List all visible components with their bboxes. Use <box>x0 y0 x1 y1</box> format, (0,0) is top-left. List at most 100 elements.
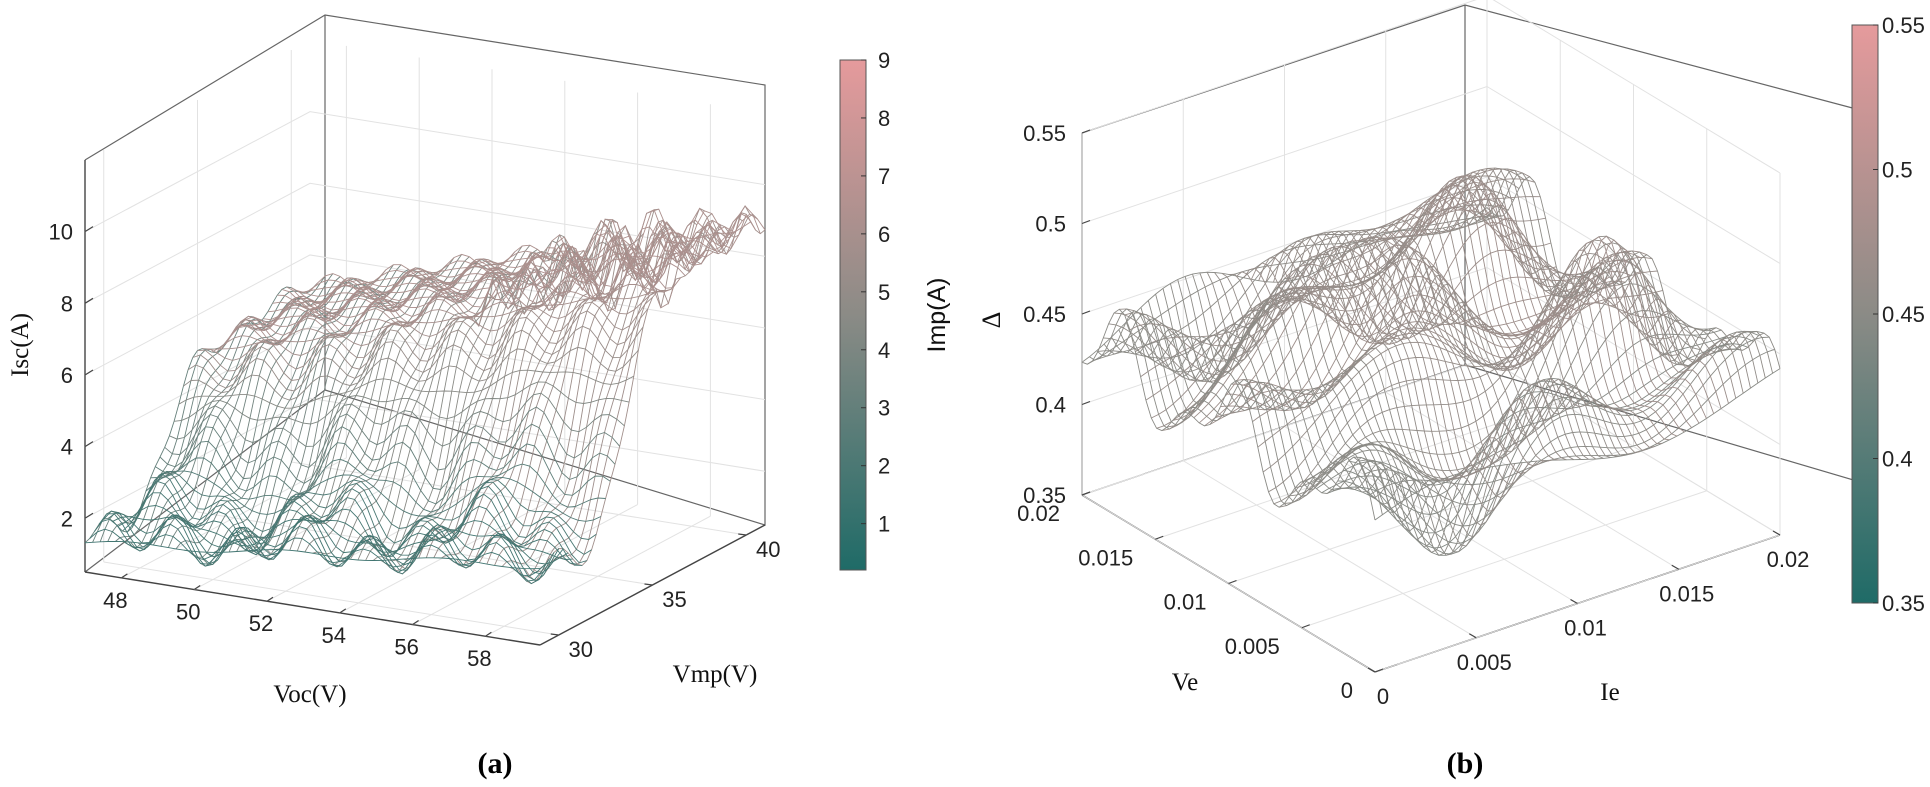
panel-b-xtick <box>1301 624 1310 629</box>
panel-a-ytick-label: 30 <box>569 637 593 662</box>
panel-a-surface-line <box>183 346 639 401</box>
panel-a-cb-tick-label: 2 <box>878 454 890 479</box>
panel-a-ztick-label: 6 <box>61 363 73 388</box>
panel-a-ztick <box>84 369 94 376</box>
panel-a-ztick-label: 2 <box>61 506 73 531</box>
panel-b-ylabel: Ie <box>1600 679 1619 706</box>
panel-a-surface-line <box>108 512 564 575</box>
panel-a-xtick-label: 58 <box>467 646 491 671</box>
panel-a-xtick <box>339 608 347 614</box>
panel-b-surface-line <box>1398 183 1692 428</box>
panel-b-surface-line <box>1192 261 1486 553</box>
panel-b-surface-line <box>1118 322 1413 499</box>
panel-a-ytick <box>644 583 653 586</box>
panel-b-surface-line <box>1287 237 1582 460</box>
panel-b-ztick-label: 0.35 <box>1023 483 1066 508</box>
panel-a-xtick <box>412 620 419 626</box>
panel-a-surface-line <box>281 218 738 311</box>
panel-b-surface <box>1081 167 1781 556</box>
panel-b-surface-line <box>1273 271 1679 505</box>
panel-a-surface-line <box>174 381 630 425</box>
panel-b-surface-line <box>1449 167 1744 394</box>
panel-b-cb-tick-label: 0.35 <box>1882 591 1925 616</box>
panel-a-surface-line <box>159 423 616 490</box>
panel-b-surface-line <box>1097 215 1503 359</box>
panel-a-xtick-label: 52 <box>249 611 273 636</box>
panel-b-surface-line <box>1206 250 1501 538</box>
panel-b: 0.35 0.4 0.45 0.5 0.55 0 0.005 0.01 0.015 0.02 0 0.… <box>977 0 1925 780</box>
panel-b-xtick <box>1081 491 1091 496</box>
panel-b-ztick-label: 0.5 <box>1035 212 1066 237</box>
panel-a-ztick-label: 10 <box>49 220 73 245</box>
panel-a-cb-tick-label: 6 <box>878 222 890 247</box>
panel-b-cb-tick-label: 0.4 <box>1882 447 1913 472</box>
panel-b-surface-line <box>1280 240 1575 461</box>
panel-a-xlabel: Voc(V) <box>273 681 346 708</box>
panel-a-surface <box>84 205 766 585</box>
panel-a-ztick <box>84 441 94 448</box>
panel-b-surface-line <box>1103 314 1398 505</box>
panel-a-xtick-label: 50 <box>176 600 200 625</box>
panel-b-surface-line <box>1182 221 1589 413</box>
panel-a-surface-line <box>89 528 546 577</box>
panel-a-colorbar-ticks: 1 2 3 4 5 6 7 8 9 <box>861 48 890 537</box>
panel-b-surface-line <box>1332 230 1626 456</box>
panel-b-ztick-label: 0.45 <box>1023 302 1066 327</box>
panel-a-xtick-label: 48 <box>103 588 127 613</box>
panel-a-ztick <box>84 297 94 304</box>
panel-a-surface-line <box>309 208 766 292</box>
panel-a-box-floor-left <box>84 389 326 573</box>
panel-a-surface-line <box>295 221 752 297</box>
panel-a-surface-line <box>140 470 597 540</box>
panel-b-surface-line <box>1464 168 1759 384</box>
panel-b-surface-line <box>1302 232 1597 460</box>
panel-b-ytick <box>1367 667 1376 673</box>
panel-a-surface-line <box>126 480 583 566</box>
panel-a-cb-tick-label: 1 <box>878 512 890 537</box>
panel-a-cb-tick-label: 4 <box>878 338 890 363</box>
panel-b-surface-line <box>1368 180 1663 445</box>
panel-b-box-back <box>1081 4 1861 483</box>
panel-a-surface-line <box>164 406 621 471</box>
panel-a-surface-line <box>155 440 611 505</box>
panel-a-surface-line <box>84 541 541 570</box>
panel-a-surface-line <box>150 457 606 513</box>
panel-b-surface-line <box>1486 176 1781 369</box>
panel-b-cb-tick-label: 0.55 <box>1882 13 1925 38</box>
panel-b-surface-line <box>1364 336 1770 506</box>
panel-a-label: (a) <box>478 747 513 780</box>
panel-a-ztick-label: 8 <box>61 291 73 316</box>
panel-a-surface-line <box>122 492 578 565</box>
panel-a-surface-line <box>291 214 747 304</box>
panel-b-surface-line <box>1214 247 1508 526</box>
panel-b-surface-line <box>1161 176 1567 432</box>
panel-b-ztick <box>1081 129 1091 134</box>
panel-b-surface-line <box>1405 188 1700 424</box>
panel-b-surface-line <box>1479 172 1774 374</box>
panel-a-xtick <box>193 585 201 591</box>
panel-a-surface-line <box>202 291 658 361</box>
panel-b-grid-z <box>1081 0 1781 174</box>
panel-a-surface-line <box>206 290 662 351</box>
panel-a-surface-line <box>98 513 555 585</box>
panel-b-surface-line <box>1284 239 1690 504</box>
panel-a-xtick <box>266 596 274 602</box>
panel-b-ytick-label: 0.01 <box>1564 616 1607 641</box>
panel-b-gridlines <box>1081 0 1781 673</box>
panel-b-surface-line <box>1193 253 1600 419</box>
panel-a-ytick-label: 35 <box>662 587 686 612</box>
panel-b-surface-line <box>1332 348 1738 534</box>
panel-b-surface-line <box>1140 307 1435 523</box>
panel-b-surface-line <box>1167 174 1573 428</box>
panel-b-surface-line <box>1390 176 1685 433</box>
panel-b-surface-line <box>1342 343 1749 556</box>
panel-a-xtick <box>485 631 492 637</box>
panel-b-surface-line <box>1221 243 1516 512</box>
panel-b-ytick <box>1468 633 1477 639</box>
panel-a-surface-line <box>131 473 588 564</box>
panel-a-xtick-label: 54 <box>322 623 346 648</box>
panel-b-ztick <box>1081 400 1091 406</box>
panel-b-xtick-label: 0.015 <box>1078 545 1133 570</box>
